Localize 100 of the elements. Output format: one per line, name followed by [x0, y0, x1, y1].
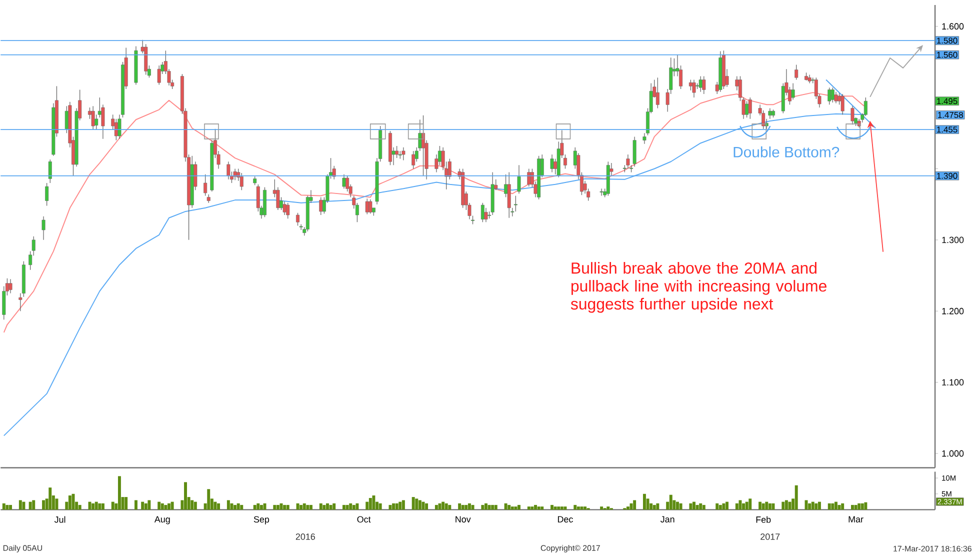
bar — [738, 500, 742, 510]
candlestick — [94, 114, 98, 130]
bar — [326, 504, 329, 510]
candlestick — [514, 196, 518, 212]
bar — [471, 505, 474, 510]
candlestick — [768, 108, 772, 120]
bar — [758, 502, 762, 510]
bar — [356, 504, 359, 510]
bar — [55, 498, 58, 510]
bar — [765, 502, 768, 510]
bar — [412, 497, 415, 510]
bar — [794, 485, 798, 510]
bar — [768, 504, 772, 510]
candlestick — [296, 212, 300, 226]
bar — [726, 502, 728, 510]
bar — [68, 496, 72, 510]
candlestick — [240, 172, 244, 191]
bar — [540, 506, 544, 510]
bar — [444, 504, 448, 510]
candlestick — [48, 159, 52, 184]
bar — [718, 505, 722, 510]
candlestick — [794, 64, 798, 80]
candlestick — [632, 136, 636, 168]
bar — [230, 504, 234, 510]
bar — [679, 504, 682, 510]
candlestick — [527, 168, 531, 187]
bar — [574, 505, 577, 510]
candlestick — [282, 201, 286, 216]
bar — [253, 505, 256, 510]
candlestick — [484, 208, 488, 223]
bar — [669, 494, 672, 510]
y-tick-label: 1.100 — [942, 379, 964, 386]
bar — [557, 506, 560, 510]
candlestick — [688, 80, 692, 91]
bar — [834, 502, 838, 510]
candlestick — [626, 154, 630, 170]
bar — [352, 505, 356, 510]
candlestick — [365, 198, 369, 215]
text: 2017 — [760, 534, 780, 540]
bar — [782, 502, 785, 510]
bar — [560, 506, 564, 510]
bar — [168, 504, 170, 510]
bar — [217, 504, 220, 510]
bar — [6, 505, 9, 510]
candlestick — [42, 216, 46, 240]
bar — [286, 505, 290, 510]
bar — [584, 506, 587, 510]
bar — [349, 504, 352, 510]
bar — [372, 496, 376, 510]
bar — [580, 506, 584, 510]
candlestick — [600, 188, 604, 196]
bar — [606, 506, 610, 510]
candlestick — [702, 76, 706, 94]
bar — [841, 504, 844, 510]
x-tick-label: Jan — [660, 516, 674, 523]
text: 1.4758 — [938, 112, 963, 118]
bar — [141, 502, 144, 510]
y-tick-label: 1.200 — [942, 308, 964, 314]
bar — [2, 504, 6, 510]
bar — [518, 505, 520, 510]
bar — [234, 505, 237, 510]
bar — [302, 504, 306, 510]
bar — [464, 505, 468, 510]
bar — [784, 500, 788, 510]
bar — [864, 502, 868, 510]
candlestick — [840, 94, 844, 116]
candlestick — [8, 278, 12, 294]
candlestick — [748, 97, 752, 120]
annotation: Double Bottom? — [734, 146, 840, 158]
candlestick — [368, 199, 372, 214]
bar — [514, 506, 518, 510]
candlestick — [550, 154, 554, 173]
bar — [838, 505, 841, 510]
text: 2016 — [296, 534, 315, 540]
bar — [160, 504, 164, 510]
bar — [346, 505, 349, 510]
bar — [158, 502, 161, 510]
bar — [319, 504, 322, 510]
bar — [236, 504, 240, 510]
candlestick — [698, 76, 702, 92]
bar — [745, 502, 748, 510]
bar — [716, 504, 719, 510]
bar — [134, 500, 138, 510]
bar — [256, 504, 260, 510]
candlestick — [18, 293, 22, 312]
candlestick — [286, 202, 290, 220]
bar — [442, 502, 445, 510]
bar — [527, 506, 530, 510]
bar — [461, 505, 464, 510]
bar — [434, 505, 438, 510]
bar — [42, 500, 46, 510]
bar — [550, 505, 554, 510]
bar — [626, 506, 630, 510]
candlestick — [830, 87, 834, 103]
bar — [395, 504, 398, 510]
ref-line-label: 1.455 — [937, 126, 958, 133]
bar — [98, 504, 102, 510]
bar — [240, 505, 244, 510]
bar — [300, 505, 303, 510]
bar — [48, 488, 52, 510]
